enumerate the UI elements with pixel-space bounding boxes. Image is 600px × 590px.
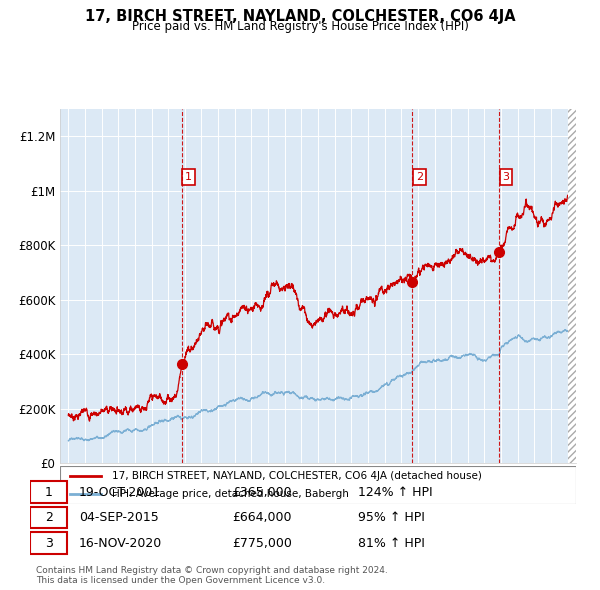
FancyBboxPatch shape xyxy=(60,466,576,504)
Text: HPI: Average price, detached house, Babergh: HPI: Average price, detached house, Babe… xyxy=(112,489,349,499)
FancyBboxPatch shape xyxy=(30,507,67,529)
Text: 95% ↑ HPI: 95% ↑ HPI xyxy=(358,511,424,525)
Text: 16-NOV-2020: 16-NOV-2020 xyxy=(79,537,163,550)
Text: Contains HM Land Registry data © Crown copyright and database right 2024.
This d: Contains HM Land Registry data © Crown c… xyxy=(36,566,388,585)
FancyBboxPatch shape xyxy=(30,481,67,503)
Text: £365,000: £365,000 xyxy=(232,486,292,499)
Text: 2: 2 xyxy=(44,511,53,525)
Text: 17, BIRCH STREET, NAYLAND, COLCHESTER, CO6 4JA: 17, BIRCH STREET, NAYLAND, COLCHESTER, C… xyxy=(85,9,515,24)
Text: 81% ↑ HPI: 81% ↑ HPI xyxy=(358,537,424,550)
Text: Price paid vs. HM Land Registry's House Price Index (HPI): Price paid vs. HM Land Registry's House … xyxy=(131,20,469,33)
Text: 17, BIRCH STREET, NAYLAND, COLCHESTER, CO6 4JA (detached house): 17, BIRCH STREET, NAYLAND, COLCHESTER, C… xyxy=(112,471,481,481)
Text: 1: 1 xyxy=(185,172,192,182)
Bar xyxy=(568,109,584,463)
Text: 19-OCT-2001: 19-OCT-2001 xyxy=(79,486,161,499)
Text: 3: 3 xyxy=(502,172,509,182)
Text: £775,000: £775,000 xyxy=(232,537,292,550)
Text: 2: 2 xyxy=(416,172,423,182)
Text: £664,000: £664,000 xyxy=(232,511,292,525)
FancyBboxPatch shape xyxy=(30,532,67,554)
Text: 04-SEP-2015: 04-SEP-2015 xyxy=(79,511,159,525)
Text: 1: 1 xyxy=(44,486,53,499)
Text: 3: 3 xyxy=(44,537,53,550)
Text: 124% ↑ HPI: 124% ↑ HPI xyxy=(358,486,432,499)
